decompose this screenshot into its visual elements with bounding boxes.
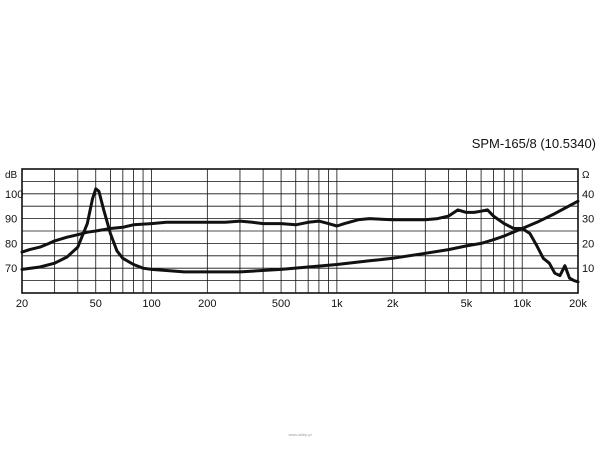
tick-labels: 20 50 100 200 500 1k 2k 5k 10k 20k 70 80 90 100 10 20 30… bbox=[5, 189, 594, 310]
y-left-tick-label: 70 bbox=[5, 263, 17, 275]
y-left-tick-label: 90 bbox=[5, 214, 17, 226]
x-tick-label: 20k bbox=[569, 298, 587, 310]
x-tick-label: 50 bbox=[90, 298, 102, 310]
chart-title: SPM-165/8 (10.5340) bbox=[472, 136, 596, 151]
x-tick-label: 200 bbox=[198, 298, 216, 310]
grid bbox=[21, 169, 579, 293]
watermark: www.sklep.pl bbox=[288, 432, 311, 437]
x-tick-label: 5k bbox=[461, 298, 473, 310]
y-left-tick-label: 100 bbox=[5, 189, 23, 201]
y-right-tick-label: 20 bbox=[582, 238, 594, 250]
spl-curve bbox=[20, 208, 580, 284]
impedance-curve bbox=[20, 187, 580, 274]
left-axis-unit: dB bbox=[5, 170, 18, 181]
y-right-tick-label: 30 bbox=[582, 214, 594, 226]
y-right-tick-label: 10 bbox=[582, 263, 594, 275]
x-tick-label: 2k bbox=[387, 298, 399, 310]
curves bbox=[20, 187, 580, 284]
x-tick-label: 20 bbox=[16, 298, 28, 310]
x-tick-label: 100 bbox=[142, 298, 160, 310]
plot-frame bbox=[21, 168, 579, 294]
y-right-tick-label: 40 bbox=[582, 189, 594, 201]
x-tick-label: 10k bbox=[513, 298, 531, 310]
right-axis-unit: Ω bbox=[582, 170, 590, 181]
x-tick-label: 500 bbox=[272, 298, 290, 310]
x-tick-label: 1k bbox=[331, 298, 343, 310]
y-left-tick-label: 80 bbox=[5, 238, 17, 250]
